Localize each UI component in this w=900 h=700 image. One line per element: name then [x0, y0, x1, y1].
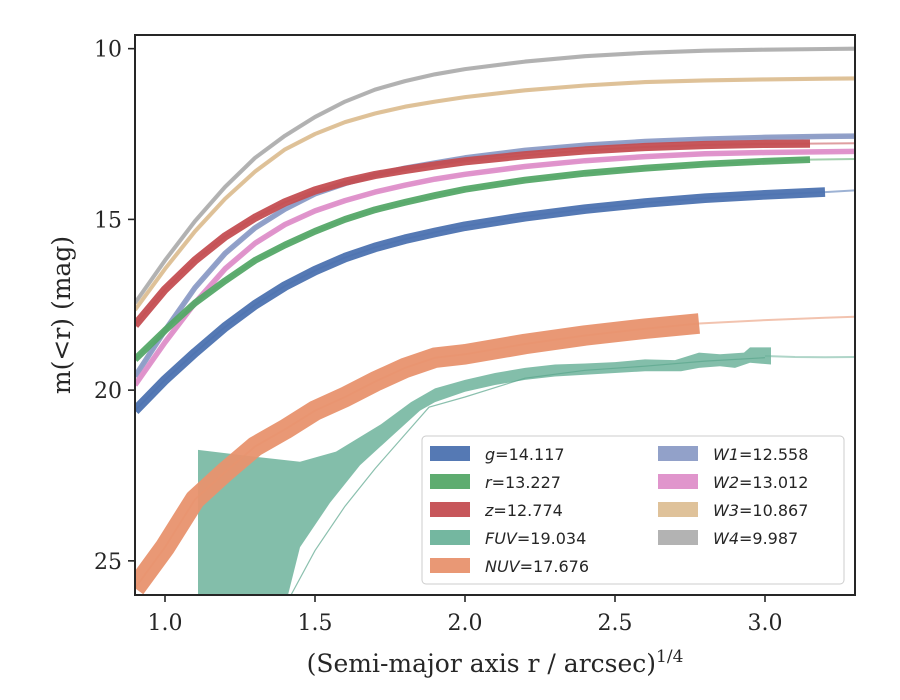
- legend-band: g: [485, 445, 495, 464]
- legend-band: W2: [713, 473, 739, 492]
- legend-band: NUV: [485, 557, 521, 576]
- axes: 1.0 1.5 2.0 2.5 3.0 10 15 20 25: [94, 34, 856, 636]
- x-tick-label: 1.0: [148, 611, 183, 636]
- y-tick-label: 10: [94, 38, 122, 63]
- y-tick-label: 25: [94, 550, 122, 575]
- series-line-r: [135, 158, 855, 361]
- legend-value: =12.558: [739, 445, 808, 464]
- legend-label-r: r=13.227: [485, 473, 561, 492]
- legend-swatch-W4: [658, 530, 698, 545]
- legend-swatch-g: [430, 446, 470, 461]
- x-tick-label: 2.5: [598, 611, 633, 636]
- y-tick-label: 20: [94, 379, 122, 404]
- legend-value: =13.227: [492, 473, 561, 492]
- legend-swatch-r: [430, 474, 470, 489]
- legend-value: =12.774: [493, 501, 562, 520]
- legend-band: z: [484, 501, 494, 520]
- x-tick-label: 2.0: [448, 611, 483, 636]
- legend-band: W3: [713, 501, 739, 520]
- x-tick-label: 1.5: [298, 611, 333, 636]
- x-axis-label-superscript: 1/4: [656, 647, 683, 667]
- legend-label-g: g=14.117: [485, 445, 565, 464]
- fuv-band: [198, 347, 771, 595]
- legend-label-NUV: NUV=17.676: [485, 557, 589, 576]
- legend-band: W4: [713, 529, 739, 548]
- legend-swatch-FUV: [430, 530, 470, 545]
- legend-value: =17.676: [520, 557, 589, 576]
- legend: g=14.117r=13.227z=12.774FUV=19.034NUV=17…: [421, 435, 845, 585]
- legend-band: FUV: [485, 529, 518, 548]
- legend-swatch-z: [430, 502, 470, 517]
- legend-label-W1: W1=12.558: [713, 445, 808, 464]
- series-band-z: [135, 139, 811, 328]
- legend-label-W3: W3=10.867: [713, 501, 808, 520]
- legend-label-W2: W2=13.012: [713, 473, 808, 492]
- legend-box: [421, 435, 845, 585]
- y-tick-label: 15: [94, 208, 122, 233]
- y-axis-label: m(<r) (mag): [47, 236, 76, 394]
- series-band-r: [135, 156, 811, 362]
- legend-swatch-W3: [658, 502, 698, 517]
- series-line-FUV: [764, 355, 855, 359]
- series-group: [135, 46, 855, 595]
- plot-area: [135, 46, 855, 595]
- series-band-g: [135, 187, 826, 414]
- legend-value: =10.867: [739, 501, 808, 520]
- fuv-inner-line: [290, 357, 766, 595]
- series-band-W3: [135, 76, 855, 312]
- legend-value: =14.117: [495, 445, 564, 464]
- x-axis-label-text: (Semi-major axis r / arcsec): [307, 649, 656, 678]
- legend-value: =13.012: [739, 473, 808, 492]
- legend-label-FUV: FUV=19.034: [485, 529, 586, 548]
- legend-band: r: [485, 473, 493, 492]
- legend-band: W1: [713, 445, 739, 464]
- legend-label-z: z=12.774: [484, 501, 563, 520]
- series-band-NUV: [135, 313, 700, 595]
- series-band-W2: [135, 148, 855, 387]
- legend-label-W4: W4=9.987: [713, 529, 798, 548]
- legend-swatch-W1: [658, 446, 698, 461]
- legend-swatch-NUV: [430, 558, 470, 573]
- x-tick-label: 3.0: [748, 611, 783, 636]
- plot-frame: [134, 34, 856, 596]
- legend-value: =9.987: [739, 529, 798, 548]
- x-axis-label: (Semi-major axis r / arcsec)1/4: [307, 647, 684, 678]
- legend-value: =19.034: [517, 529, 586, 548]
- legend-swatch-W2: [658, 474, 698, 489]
- series-band-W4: [135, 46, 855, 305]
